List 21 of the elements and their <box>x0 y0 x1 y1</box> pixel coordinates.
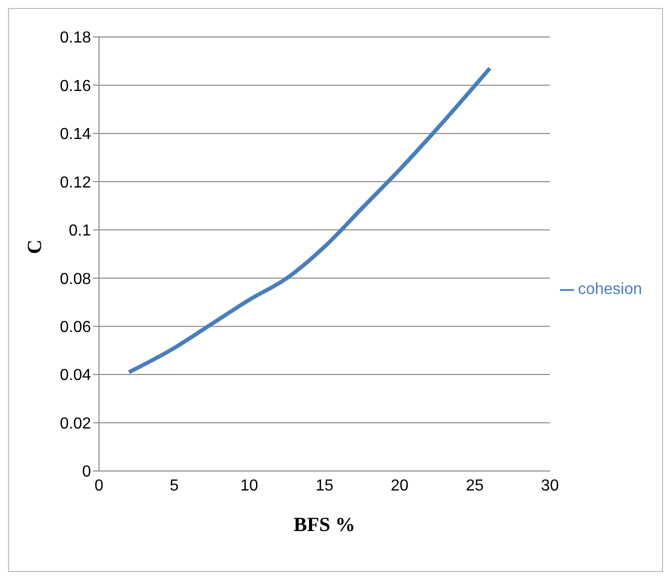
y-tick-label: 0.1 <box>68 222 92 240</box>
y-tick-label: 0.06 <box>60 319 92 336</box>
y-tick-label: 0.14 <box>60 126 92 144</box>
x-tick-label: 20 <box>390 477 409 494</box>
x-tick-label: 10 <box>240 477 258 494</box>
y-tick-label: 0 <box>82 464 92 481</box>
legend-label: cohesion <box>578 281 642 298</box>
y-axis-title: C <box>24 240 46 254</box>
y-tick-label: 0.12 <box>60 174 92 192</box>
line-series <box>127 66 492 374</box>
y-tick-label: 0.04 <box>60 367 92 384</box>
x-axis-title: BFS % <box>294 514 356 536</box>
x-tick-label: 5 <box>170 477 179 494</box>
x-tick-label: 30 <box>541 477 559 494</box>
x-tick-label: 25 <box>466 477 484 494</box>
x-tick-label: 15 <box>316 477 334 494</box>
y-tick-label: 0.18 <box>60 30 92 47</box>
y-tick-label: 0.16 <box>60 78 92 95</box>
x-tick-label: 0 <box>94 477 104 494</box>
y-tick-label: 0.02 <box>60 415 92 432</box>
y-tick-label: 0.08 <box>60 270 92 288</box>
